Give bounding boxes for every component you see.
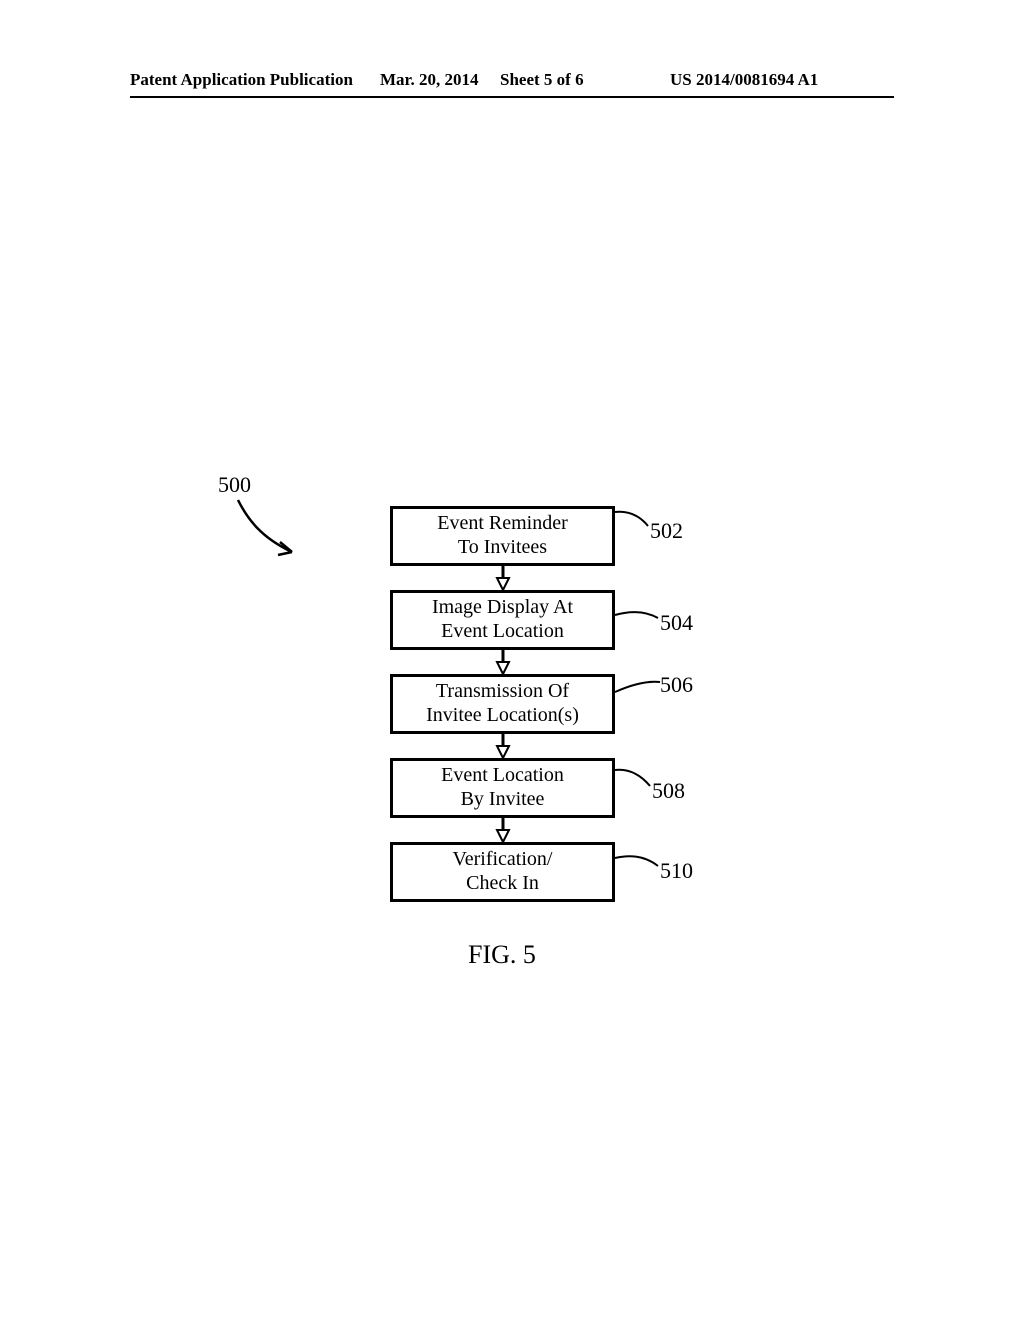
page: Patent Application Publication Mar. 20, … — [0, 0, 1024, 1320]
figure-caption: FIG. 5 — [468, 940, 536, 970]
pointer-500 — [0, 0, 1024, 1320]
flowchart-figure: Event ReminderTo Invitees502Image Displa… — [0, 0, 1024, 1320]
